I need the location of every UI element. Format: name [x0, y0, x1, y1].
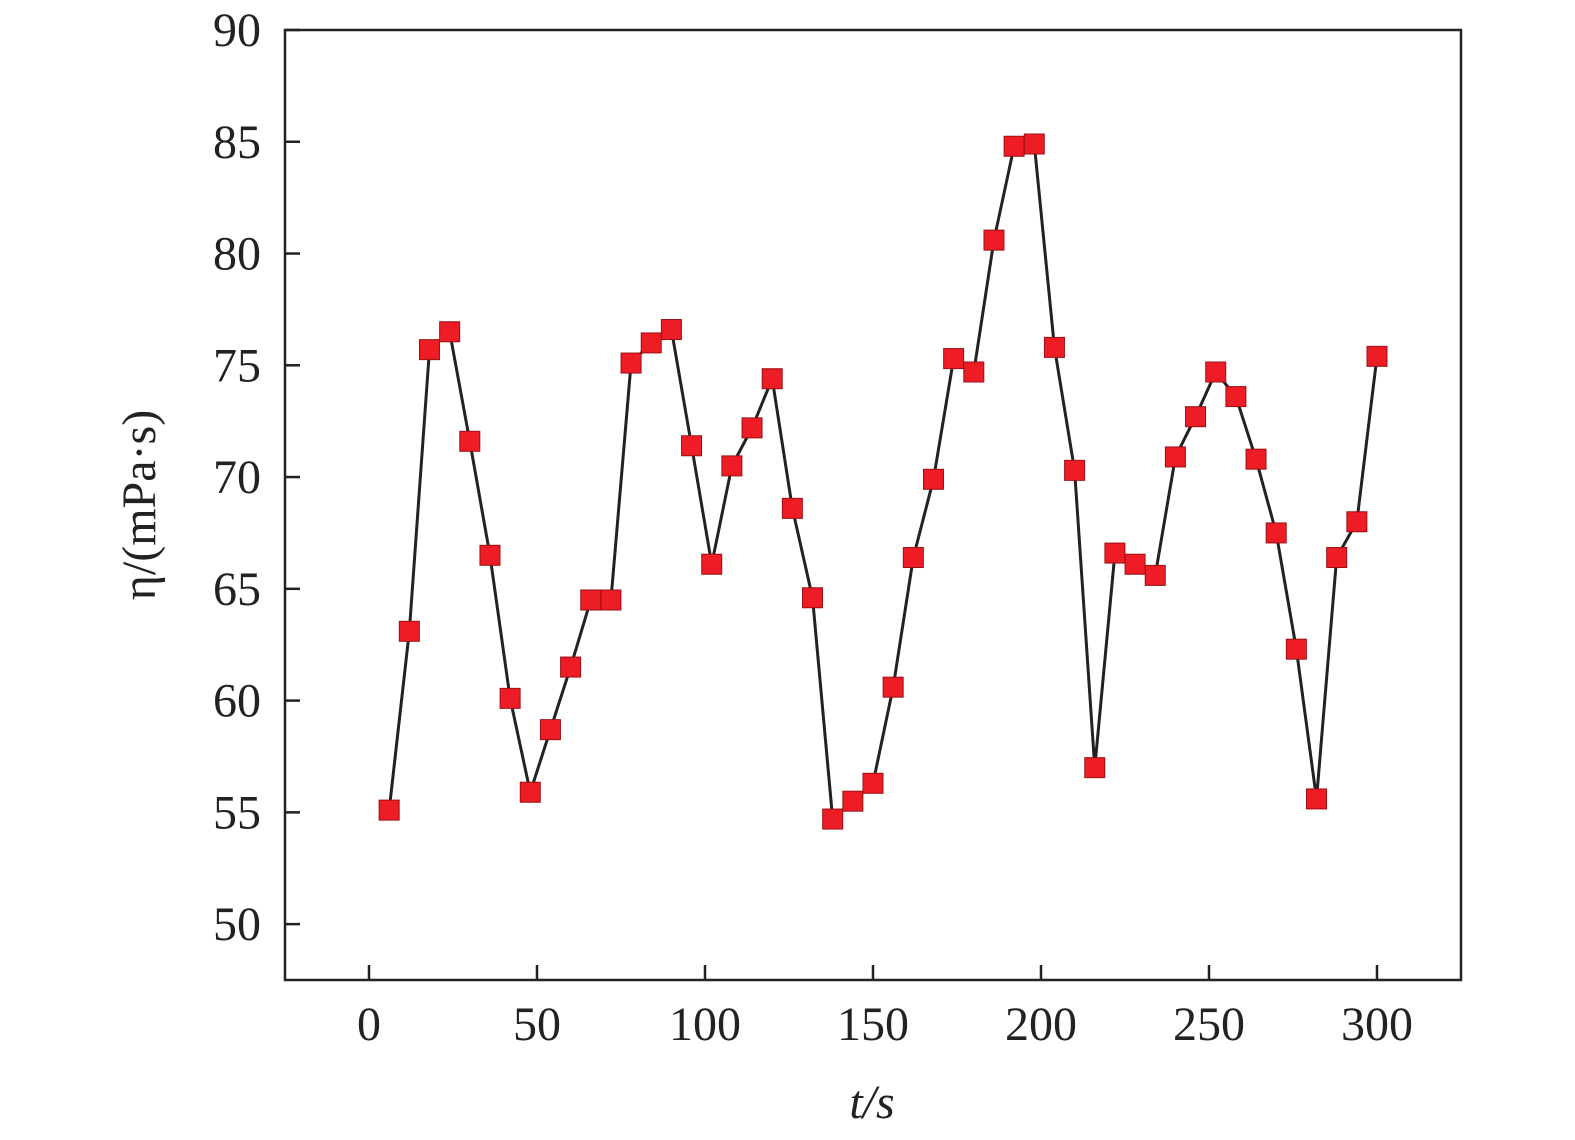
marker	[1326, 547, 1348, 569]
plot-frame	[283, 28, 1463, 982]
marker	[882, 676, 904, 698]
y-tick-label: 60	[213, 675, 261, 728]
marker	[1245, 448, 1267, 470]
x-tick-label: 200	[1005, 998, 1077, 1051]
marker	[802, 587, 824, 609]
marker	[398, 620, 420, 642]
marker	[681, 435, 703, 457]
marker	[1366, 345, 1388, 367]
marker	[922, 468, 944, 490]
marker	[418, 339, 440, 361]
marker	[1144, 564, 1166, 586]
x-tick-label: 300	[1341, 998, 1413, 1051]
marker	[721, 455, 743, 477]
marker	[378, 799, 400, 821]
marker	[539, 719, 561, 741]
marker	[781, 497, 803, 519]
marker	[1285, 638, 1307, 660]
marker	[701, 553, 723, 575]
marker	[1124, 553, 1146, 575]
marker	[1265, 522, 1287, 544]
marker	[1023, 133, 1045, 155]
marker	[1205, 361, 1227, 383]
y-tick-label: 90	[213, 4, 261, 57]
marker	[519, 781, 541, 803]
marker	[660, 319, 682, 341]
marker	[1043, 336, 1065, 358]
marker	[902, 547, 924, 569]
marker	[1064, 459, 1086, 481]
marker	[1104, 542, 1126, 564]
marker	[620, 352, 642, 374]
marker	[983, 229, 1005, 251]
marker	[741, 417, 763, 439]
y-axis-label: η/(mPa·s)	[113, 410, 166, 600]
marker	[479, 544, 501, 566]
x-tick-label: 150	[837, 998, 909, 1051]
marker	[600, 589, 622, 611]
marker	[963, 361, 985, 383]
marker	[943, 348, 965, 370]
x-tick-label: 100	[669, 998, 741, 1051]
marker	[499, 687, 521, 709]
y-tick-label: 55	[213, 786, 261, 839]
marker	[640, 332, 662, 354]
x-tick-label: 0	[357, 998, 381, 1051]
marker	[560, 656, 582, 678]
marker	[842, 790, 864, 812]
marker	[1084, 757, 1106, 779]
marker	[862, 772, 884, 794]
y-tick-label: 70	[213, 451, 261, 504]
marker	[1003, 135, 1025, 157]
marker	[822, 808, 844, 830]
x-axis-label: t/s	[849, 1076, 894, 1129]
y-tick-label: 75	[213, 339, 261, 392]
marker	[761, 368, 783, 390]
marker	[459, 430, 481, 452]
x-tick-label: 250	[1173, 998, 1245, 1051]
y-tick-label: 65	[213, 563, 261, 616]
marker	[1225, 386, 1247, 408]
y-tick-label: 50	[213, 898, 261, 951]
marker	[1185, 406, 1207, 428]
marker	[1346, 511, 1368, 533]
marker	[439, 321, 461, 343]
marker	[1306, 788, 1328, 810]
y-tick-label: 80	[213, 228, 261, 281]
x-tick-label: 50	[513, 998, 561, 1051]
marker	[580, 589, 602, 611]
y-tick-label: 85	[213, 116, 261, 169]
marker	[1164, 446, 1186, 468]
data-line	[387, 142, 1379, 823]
